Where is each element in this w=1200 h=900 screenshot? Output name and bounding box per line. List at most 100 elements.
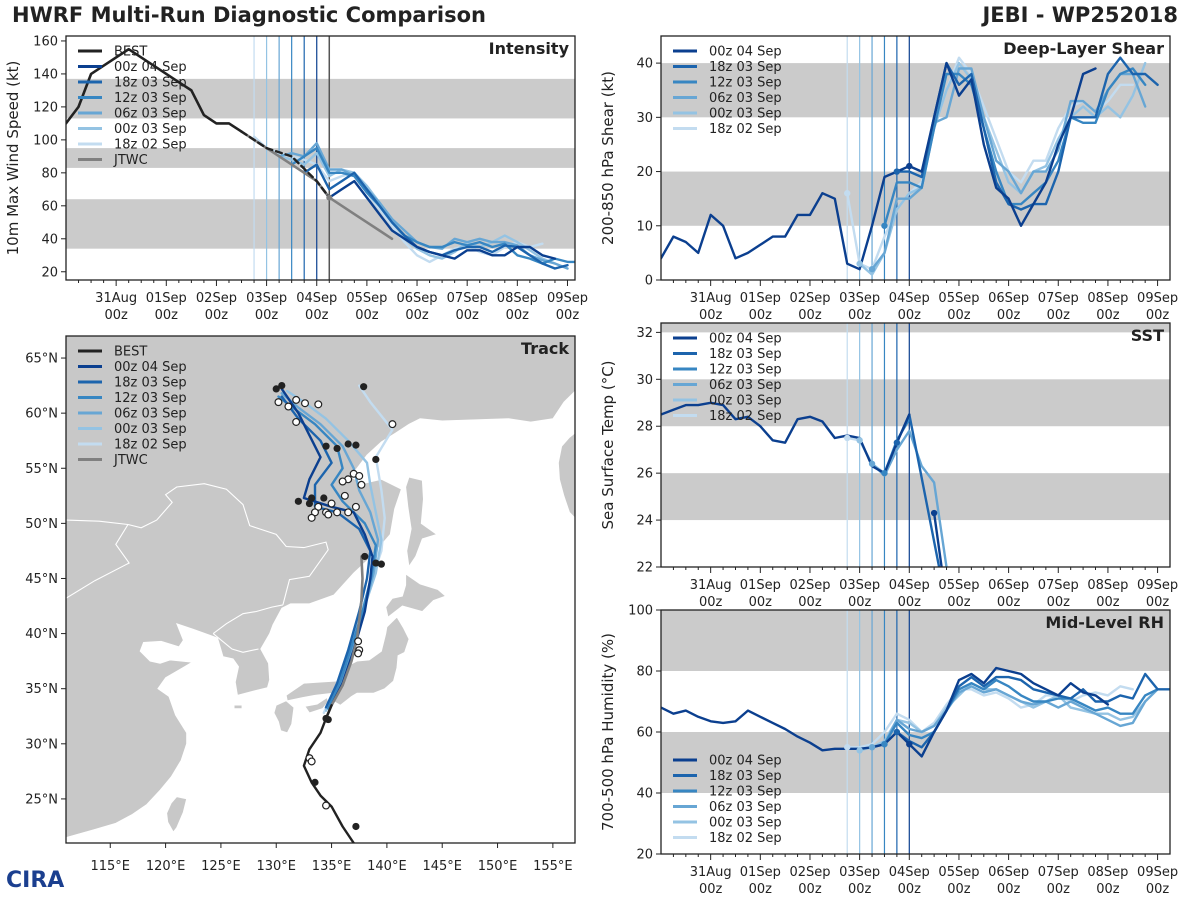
- track-ytick-label: 60°N: [25, 407, 58, 422]
- shear-xtick-hour-label: 00z: [1096, 308, 1120, 323]
- track-forecast-marker: [354, 637, 363, 646]
- sst-xtick-day-label: 06Sep: [988, 578, 1029, 593]
- rh-ytick-label: 80: [636, 665, 653, 680]
- rh-legend-label: 06z 03 Sep: [709, 800, 782, 815]
- sst-init-marker: [844, 434, 851, 442]
- track-forecast-marker: [388, 420, 397, 429]
- rh-xtick-hour-label: 00z: [699, 882, 723, 897]
- track-title: Track: [521, 339, 569, 358]
- intensity-legend-label: 18z 02 Sep: [114, 138, 187, 153]
- rh-legend-label: 00z 03 Sep: [709, 816, 782, 831]
- shear-legend-label: 06z 03 Sep: [709, 91, 782, 106]
- shear-xtick-hour-label: 00z: [798, 308, 822, 323]
- shear-xtick-day-label: 01Sep: [740, 291, 781, 306]
- sst-xtick-hour-label: 00z: [1146, 595, 1170, 610]
- sst-legend-label: 18z 03 Sep: [709, 347, 782, 362]
- track-land-hokkaido: [385, 573, 447, 618]
- track-position-marker: [360, 383, 368, 391]
- track-series-line: [280, 395, 372, 709]
- track-forecast-marker: [344, 508, 353, 517]
- track-ytick-label: 25°N: [25, 792, 58, 807]
- track-legend-label: 18z 03 Sep: [114, 376, 187, 391]
- sst-frame: [660, 322, 1171, 568]
- track-forecast-marker: [301, 399, 310, 408]
- rh-ytick-label: 20: [636, 848, 653, 863]
- track-forecast-marker: [274, 398, 283, 407]
- intensity-ytick-label: 160: [33, 34, 58, 49]
- shear-ytick-label: 30: [636, 111, 653, 126]
- shear-xtick-hour-label: 00z: [1146, 308, 1170, 323]
- shear-panel: 0 10 20 30 40 31Aug 00z 01Sep 00z 02Sep 00z 03Sep 00…: [599, 35, 1178, 323]
- intensity-xtick-hour-label: 00z: [104, 308, 128, 323]
- sst-init-marker: [868, 460, 876, 467]
- rh-xtick-hour-label: 00z: [898, 882, 922, 897]
- rh-series-line: [846, 685, 1134, 749]
- intensity-xtick-hour-label: 00z: [155, 308, 179, 323]
- sst-xtick-hour-label: 00z: [1047, 595, 1071, 610]
- rh-xtick-day-label: 02Sep: [789, 865, 830, 880]
- track-xtick-label: 150°E: [478, 859, 518, 874]
- track-forecast-marker: [357, 480, 366, 489]
- sst-title: SST: [1131, 326, 1164, 345]
- sst-ytick-label: 32: [636, 326, 653, 341]
- rh-legend-label: 00z 04 Sep: [709, 754, 782, 769]
- intensity-ytick-label: 100: [33, 133, 58, 148]
- track-position-marker: [333, 444, 341, 453]
- track-position-marker: [308, 494, 316, 502]
- rh-xtick-day-label: 09Sep: [1137, 865, 1178, 880]
- intensity-band: [66, 78, 575, 119]
- sst-xtick-hour-label: 00z: [848, 595, 872, 610]
- intensity-series-line: [315, 179, 557, 260]
- sst-legend-label: 18z 02 Sep: [709, 409, 782, 424]
- rh-plot-area: [661, 610, 1170, 854]
- track-forecast-marker: [292, 395, 301, 404]
- track-land-kamchatka: [557, 402, 575, 519]
- sst-xtick-day-label: 04Sep: [889, 578, 930, 593]
- sst-panel: 22 24 26 28 30 32 31Aug 00z 01Sep 00z 02Sep 00z 03Se…: [599, 322, 1178, 610]
- rh-legend-label: 18z 02 Sep: [709, 831, 782, 846]
- track-xtick-label: 115°E: [90, 859, 130, 874]
- intensity-xtick-day-label: 05Sep: [346, 291, 387, 306]
- rh-ytick-label: 40: [636, 787, 653, 802]
- rh-xtick-hour-label: 00z: [947, 882, 971, 897]
- track-legend-label: 18z 02 Sep: [114, 438, 187, 453]
- intensity-xtick-hour-label: 00z: [506, 308, 530, 323]
- sst-xtick-day-label: 07Sep: [1038, 578, 1079, 593]
- track-land-sakhalin: [405, 476, 438, 568]
- sst-xtick-hour-label: 00z: [699, 595, 723, 610]
- track-forecast-marker: [284, 402, 293, 411]
- rh-title: Mid-Level RH: [1045, 613, 1164, 632]
- intensity-xtick-day-label: 08Sep: [497, 291, 538, 306]
- track-position-marker: [352, 822, 360, 831]
- intensity-xtick-day-label: 06Sep: [397, 291, 438, 306]
- shear-ytick-label: 0: [645, 274, 653, 289]
- intensity-ytick-label: 40: [41, 232, 58, 247]
- rh-best-line: [661, 706, 911, 752]
- sst-xtick-hour-label: 00z: [947, 595, 971, 610]
- intensity-xtick-hour-label: 00z: [205, 308, 229, 323]
- intensity-ylabel: 10m Max Wind Speed (kt): [4, 61, 22, 256]
- cira-logo-text: CIRA: [6, 868, 65, 893]
- shear-xtick-day-label: 04Sep: [889, 291, 930, 306]
- rh-band: [661, 610, 1170, 671]
- shear-xtick-hour-label: 00z: [997, 308, 1021, 323]
- intensity-xtick-day-label: 07Sep: [447, 291, 488, 306]
- track-ytick-label: 35°N: [25, 682, 58, 697]
- shear-xtick-hour-label: 00z: [898, 308, 922, 323]
- intensity-jtwc-line: [240, 130, 394, 241]
- rh-xtick-hour-label: 00z: [798, 882, 822, 897]
- shear-xtick-day-label: 09Sep: [1137, 291, 1178, 306]
- track-xtick-label: 140°E: [367, 859, 407, 874]
- sst-init-marker: [893, 439, 901, 446]
- intensity-xtick-hour-label: 00z: [255, 308, 279, 323]
- track-position-marker: [372, 455, 380, 464]
- track-legend-label: 06z 03 Sep: [114, 407, 187, 422]
- track-land-taiwan: [166, 796, 188, 833]
- intensity-legend-label: 00z 03 Sep: [114, 122, 187, 137]
- sst-init-marker: [856, 437, 863, 444]
- shear-xtick-day-label: 31Aug: [690, 291, 732, 306]
- shear-ytick-label: 40: [636, 57, 653, 72]
- track-ytick-label: 65°N: [25, 352, 58, 367]
- intensity-ytick-label: 80: [41, 166, 58, 181]
